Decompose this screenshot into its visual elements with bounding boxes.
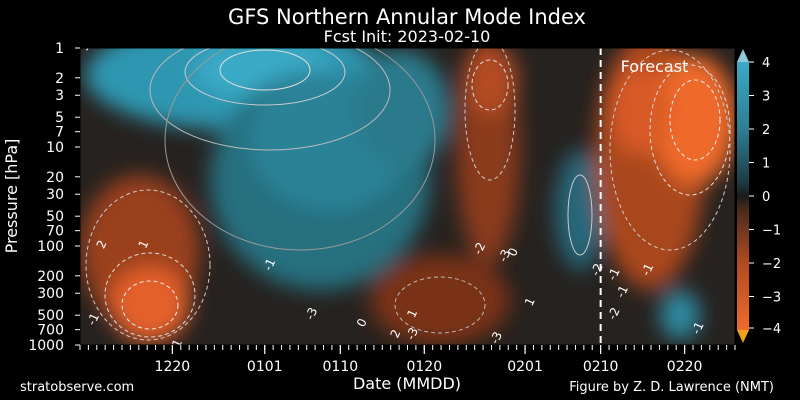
x-tick-label: 1220: [155, 359, 191, 375]
x-axis: 1220 0101 0110 0120 0201 0210 0220: [79, 345, 736, 375]
colorbar-tick-label: −4: [762, 322, 781, 337]
x-tick-label: 0110: [323, 359, 359, 375]
contour-label: -1: [261, 256, 279, 273]
y-tick-label: 1000: [28, 338, 64, 354]
y-tick-label: 5: [55, 110, 64, 126]
y-tick-label: 500: [37, 308, 64, 324]
contour-label: 3: [77, 40, 93, 53]
colorbar-tick-label: −1: [762, 224, 781, 239]
x-tick-label: 0201: [507, 359, 543, 375]
contour-label: -1: [689, 320, 707, 337]
contour-label: -1: [84, 311, 102, 328]
colorbar-tick-label: 4: [762, 56, 770, 71]
anomaly-field: [80, 48, 735, 345]
contour-label: -3: [496, 247, 514, 264]
x-tick-label: 0220: [667, 359, 703, 375]
colorbar-fill: [737, 62, 749, 330]
x-tick-label: 0120: [406, 359, 442, 375]
colorbar-tick-label: 3: [762, 90, 770, 105]
y-tick-label: 7: [55, 125, 64, 141]
y-tick-label: 1: [55, 41, 64, 57]
y-tick-label: 3: [55, 88, 64, 104]
contour-label: -1: [639, 261, 657, 278]
contour-label: -1: [613, 283, 631, 300]
x-axis-label: Date (MMDD): [353, 374, 461, 393]
y-tick-label: 2: [55, 71, 64, 87]
y-axis-label: Pressure [hPa]: [2, 139, 21, 254]
colorbar-tick-label: −3: [762, 291, 781, 306]
x-tick-label: 0101: [247, 359, 283, 375]
colorbar-tick-label: 2: [762, 123, 770, 138]
footer-source: stratobserve.com: [20, 380, 135, 395]
y-tick-label: 700: [37, 323, 64, 339]
colorbar-ticks: 4 3 2 1 0 −1 −2 −3 −4: [749, 56, 781, 337]
y-tick-label: 70: [46, 224, 64, 240]
contour-label: -3: [403, 325, 421, 342]
colorbar-tick-label: 1: [762, 157, 770, 172]
footer-credit: Figure by Z. D. Lawrence (NMT): [569, 380, 774, 395]
contours: [85, 48, 731, 341]
chart-subtitle: Fcst Init: 2023-02-10: [324, 27, 491, 46]
y-tick-label: 10: [46, 140, 64, 156]
colorbar-extend-max: [737, 49, 749, 62]
y-tick-label: 20: [46, 170, 64, 186]
chart-title: GFS Northern Annular Mode Index: [228, 5, 586, 29]
contour-label: -1: [605, 266, 623, 283]
y-tick-label: 50: [46, 209, 64, 225]
y-tick-label: 200: [37, 269, 64, 285]
y-tick-label: 100: [37, 239, 64, 255]
contour-label: 1: [169, 337, 185, 350]
colorbar-extend-min: [737, 330, 749, 343]
contour-label: -3: [487, 329, 505, 346]
colorbar-tick-label: 0: [762, 190, 770, 205]
y-tick-label: 300: [37, 286, 64, 302]
forecast-label: Forecast: [621, 57, 689, 76]
colorbar: 4 3 2 1 0 −1 −2 −3 −4: [737, 49, 781, 343]
contour-label: -2: [605, 305, 623, 322]
contour-label: -3: [303, 305, 321, 322]
y-tick-label: 30: [46, 187, 64, 203]
x-tick-label: 0210: [583, 359, 619, 375]
contour-label: -2: [471, 240, 489, 257]
colorbar-tick-label: −2: [762, 257, 781, 272]
